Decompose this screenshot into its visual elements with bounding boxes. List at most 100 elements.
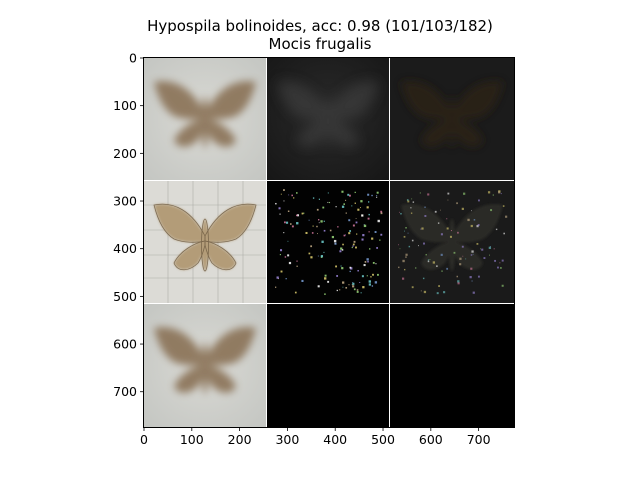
noise-speckle — [278, 207, 281, 210]
noise-speckle — [427, 193, 430, 196]
noise-speckle — [276, 276, 279, 279]
noise-speckle — [500, 267, 502, 269]
noise-speckle — [472, 291, 475, 294]
noise-speckle — [483, 257, 486, 259]
noise-speckle — [287, 240, 289, 242]
noise-speckle — [328, 201, 331, 204]
noise-speckle — [360, 207, 361, 209]
noise-speckle — [356, 289, 359, 291]
noise-speckle — [376, 247, 378, 249]
noise-speckle — [355, 218, 357, 220]
noise-speckle — [461, 245, 464, 248]
noise-speckle — [352, 245, 354, 247]
noise-speckle — [296, 192, 298, 194]
noise-speckle — [355, 246, 357, 249]
noise-speckle — [331, 235, 334, 239]
y-tick-label: 600 — [113, 337, 137, 352]
noise-speckle — [337, 226, 339, 228]
noise-speckle — [363, 224, 367, 228]
noise-speckle — [399, 248, 401, 250]
noise-speckle — [447, 192, 450, 195]
noise-speckle — [489, 254, 491, 256]
noise-speckle — [305, 231, 308, 234]
noise-speckle — [425, 254, 427, 256]
noise-speckle — [310, 256, 313, 259]
tile-r0-c1 — [267, 58, 389, 180]
noise-speckle — [447, 199, 449, 201]
noise-speckle — [335, 265, 338, 268]
noise-speckle — [353, 288, 356, 291]
tile-r0-c2 — [390, 58, 514, 180]
noise-speckle — [345, 212, 347, 214]
noise-speckle — [476, 242, 479, 245]
noise-speckle — [477, 224, 480, 226]
tile-r1-c1 — [267, 181, 389, 303]
noise-speckle — [308, 219, 310, 221]
chart-subtitle: Mocis frugalis — [268, 35, 372, 53]
y-tick-label: 700 — [113, 384, 137, 399]
noise-speckle — [470, 224, 473, 228]
x-tick-label: 700 — [467, 432, 491, 447]
noise-speckle — [459, 263, 462, 266]
noise-speckle — [462, 255, 464, 257]
noise-speckle — [440, 209, 441, 211]
noise-speckle — [505, 215, 508, 218]
noise-speckle — [408, 245, 411, 248]
noise-speckle — [364, 261, 367, 263]
noise-speckle — [348, 232, 351, 235]
noise-speckle — [427, 259, 429, 261]
noise-speckle — [459, 257, 462, 260]
tile-r1-c0 — [144, 181, 266, 303]
noise-speckle — [470, 267, 473, 270]
x-tick-label: 500 — [371, 432, 395, 447]
noise-speckle — [377, 273, 379, 276]
noise-speckle — [323, 220, 325, 222]
noise-speckle — [366, 258, 369, 261]
noise-speckle — [287, 254, 290, 257]
noise-speckle — [374, 281, 378, 284]
noise-speckle — [301, 279, 304, 283]
tile-r1-c2 — [390, 181, 514, 303]
noise-speckle — [423, 242, 425, 245]
noise-speckle — [275, 202, 277, 205]
noise-speckle — [400, 212, 402, 215]
noise-speckle — [403, 268, 406, 271]
noise-speckle — [377, 219, 380, 223]
noise-speckle — [368, 201, 370, 203]
noise-speckle — [327, 201, 329, 203]
noise-speckle — [403, 235, 406, 238]
noise-speckle — [405, 226, 407, 229]
noise-speckle — [317, 219, 320, 221]
noise-speckle — [476, 225, 479, 228]
noise-speckle — [280, 249, 283, 252]
noise-speckle — [285, 221, 289, 224]
noise-speckle — [368, 213, 370, 216]
noise-speckle — [376, 194, 378, 196]
noise-speckle — [341, 205, 345, 208]
noise-speckle — [283, 232, 285, 234]
noise-speckle — [351, 246, 353, 249]
noise-speckle — [376, 191, 379, 194]
noise-speckle — [360, 292, 362, 294]
noise-speckle — [352, 282, 355, 285]
noise-speckle — [438, 285, 440, 287]
noise-speckle — [301, 212, 304, 215]
axes-frame — [143, 57, 515, 428]
noise-speckle — [401, 277, 405, 280]
noise-speckle — [275, 286, 277, 288]
noise-speckle — [280, 193, 282, 195]
noise-speckle — [490, 209, 493, 212]
noise-speckle — [318, 222, 320, 224]
x-tick-label: 300 — [275, 432, 299, 447]
noise-speckle — [490, 246, 491, 247]
noise-speckle — [411, 198, 413, 200]
noise-speckle — [320, 255, 324, 258]
noise-speckle — [359, 282, 361, 283]
noise-speckle — [436, 292, 439, 295]
noise-speckle — [488, 246, 492, 249]
noise-speckle — [457, 282, 460, 285]
noise-speckle — [457, 280, 460, 283]
noise-speckle — [407, 200, 410, 203]
image-area — [143, 57, 515, 428]
noise-speckle — [350, 267, 353, 270]
